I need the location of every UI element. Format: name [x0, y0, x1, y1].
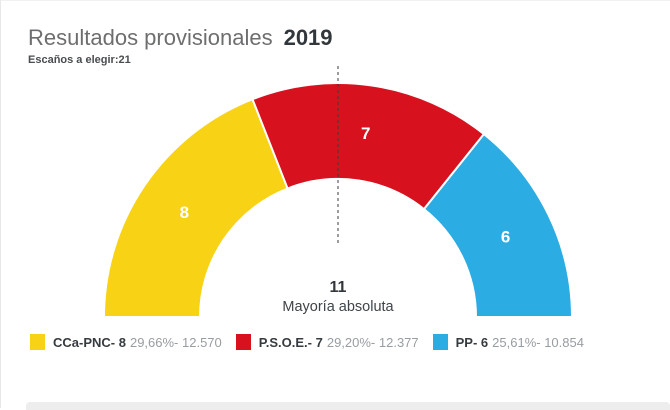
legend-percent-votes-label: 29,20%- 12.377 — [326, 334, 419, 350]
legend-color-swatch-icon — [432, 334, 448, 350]
legend-party-seats-label: CCa-PNC- 8 — [53, 334, 126, 350]
header: Resultados provisionales 2019 Escaños a e… — [28, 25, 333, 66]
legend-item-P.S.O.E.[interactable]: P.S.O.E.- 7 29,20%- 12.377 — [235, 334, 419, 350]
majority-label: Mayoría absoluta — [282, 299, 394, 315]
chart-segment-PP[interactable] — [422, 132, 574, 318]
segment-seats-label-PP: 6 — [501, 227, 510, 246]
bottom-panel-edge — [26, 402, 670, 410]
legend-party-seats-label: P.S.O.E.- 7 — [258, 334, 323, 350]
page-title: Resultados provisionales — [28, 25, 273, 50]
legend: CCa-PNC- 8 29,66%- 12.570 P.S.O.E.- 7 29,20… — [30, 334, 598, 350]
page-title-line: Resultados provisionales 2019 — [28, 25, 333, 51]
legend-party-seats-label: PP- 6 — [455, 334, 489, 350]
year-label: 2019 — [283, 25, 333, 50]
legend-item-CCa-PNC[interactable]: CCa-PNC- 8 29,66%- 12.570 — [30, 334, 222, 350]
segment-seats-label-P.S.O.E.: 7 — [361, 124, 370, 143]
legend-color-swatch-icon — [30, 334, 45, 350]
segment-seats-label-CCa-PNC: 8 — [180, 203, 189, 222]
chart-segment-CCa-PNC[interactable] — [102, 97, 289, 318]
legend-percent-votes-label: 25,61%- 10.854 — [492, 334, 584, 350]
legend-item-PP[interactable]: PP- 6 25,61%- 10.854 — [432, 334, 584, 350]
chart-segment-P.S.O.E.[interactable] — [251, 82, 486, 211]
legend-color-swatch-icon — [235, 334, 251, 350]
majority-annotation: 11 Mayoría absoluta — [228, 279, 448, 316]
seats-to-elect-label: Escaños a elegir:21 — [28, 54, 131, 66]
legend-percent-votes-label: 29,66%- 12.570 — [129, 334, 222, 350]
majority-value: 11 — [329, 279, 347, 296]
